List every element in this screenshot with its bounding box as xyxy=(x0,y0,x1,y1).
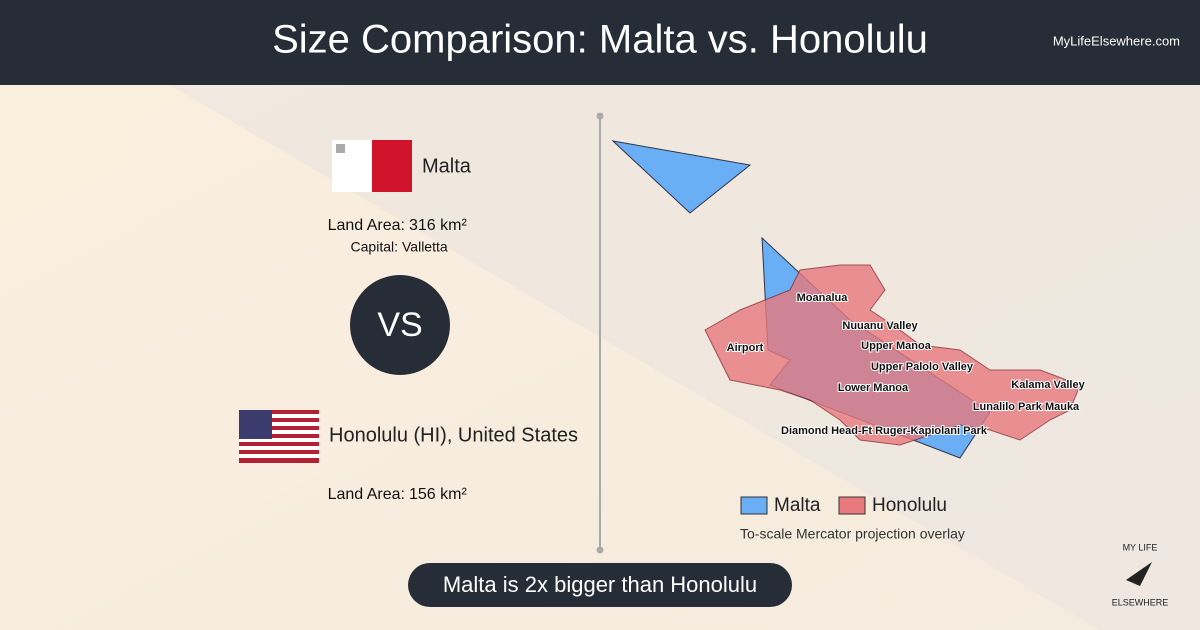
divider-end xyxy=(596,112,604,120)
map-label: Upper Manoa xyxy=(861,340,932,352)
map-label: Moanalua xyxy=(797,292,849,304)
honolulu-shape xyxy=(704,264,1081,446)
summary: Malta is 2x bigger than Honolulu xyxy=(443,572,757,597)
place2-name: Honolulu (HI), United States xyxy=(329,424,578,446)
area-value: 156 km² xyxy=(409,486,467,503)
logo-plane xyxy=(1126,562,1152,586)
map-label: Airport xyxy=(727,342,764,354)
us-flag xyxy=(239,410,319,463)
map-overlay: Moanalua Nuuanu Valley Airport Upper Man… xyxy=(611,140,1087,459)
capital-value: Valletta xyxy=(402,239,448,255)
map-label: Diamond Head-Ft Ruger-Kapiolani Park xyxy=(781,425,988,437)
map-label: Nuuanu Valley xyxy=(842,320,918,332)
header-bar xyxy=(0,0,1200,85)
place1-name: Malta xyxy=(422,155,472,177)
legend-label: Honolulu xyxy=(872,495,947,516)
title: Size Comparison: Malta vs. Honolulu xyxy=(272,18,928,62)
vs-circle xyxy=(350,275,450,375)
map-label: Upper Palolo Valley xyxy=(871,361,974,373)
legend-swatch xyxy=(838,496,866,515)
area-value: 316 km² xyxy=(409,217,467,234)
area-label: Land Area: xyxy=(328,486,405,503)
divider-end xyxy=(596,546,604,554)
vs-text: VS xyxy=(377,306,422,344)
capital-label: Capital: xyxy=(351,239,398,255)
logo-text: ELSEWHERE xyxy=(1112,597,1169,607)
summary-pill xyxy=(408,563,792,607)
logo-text: MY LIFE xyxy=(1123,542,1158,552)
map-label: Lunalilo Park Mauka xyxy=(973,401,1080,413)
background-band xyxy=(170,85,1200,630)
map-label: Lower Manoa xyxy=(838,382,909,394)
malta-flag xyxy=(332,140,412,192)
site-name: MyLifeElsewhere.com xyxy=(1053,33,1180,48)
map-label: Kalama Valley xyxy=(1011,379,1085,391)
legend-label: Malta xyxy=(774,495,821,516)
legend-swatch xyxy=(740,496,768,515)
map-note: To-scale Mercator projection overlay xyxy=(740,526,965,542)
area-label: Land Area: xyxy=(328,217,405,234)
malta-shape xyxy=(611,140,752,214)
